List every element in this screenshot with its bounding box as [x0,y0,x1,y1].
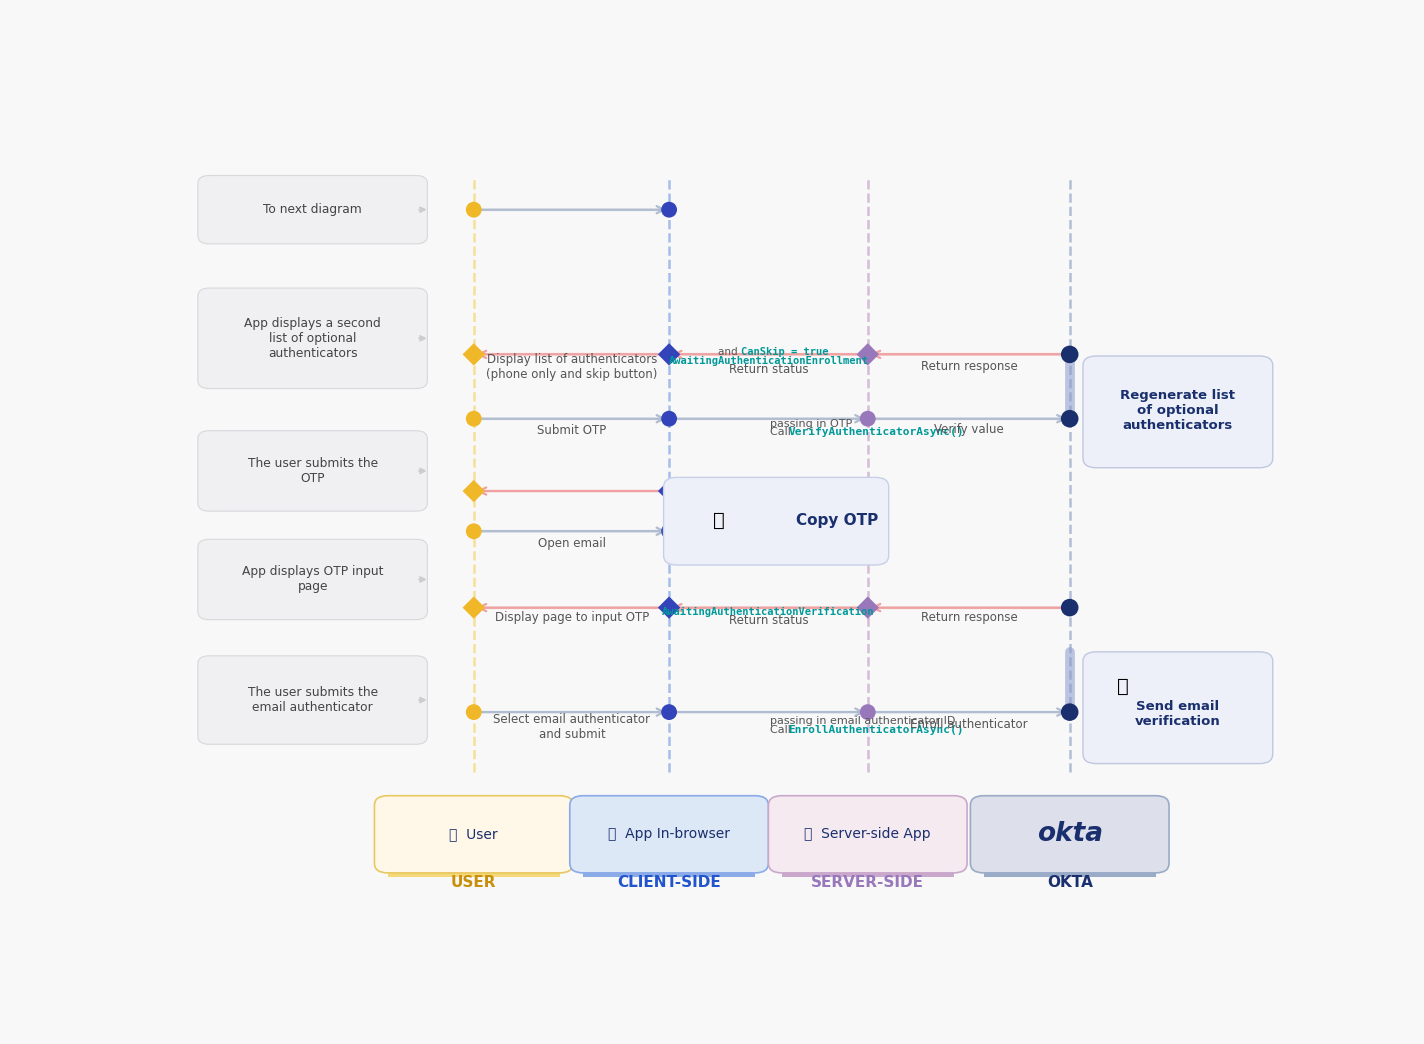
Point [658,836,681,853]
Text: Call: Call [769,725,795,735]
Text: CanSkip = true: CanSkip = true [740,347,829,357]
Point [463,438,486,455]
Point [856,334,879,351]
FancyBboxPatch shape [582,868,755,877]
Point [658,334,681,351]
Text: Verify value: Verify value [934,423,1004,435]
Point [463,334,486,351]
Point [463,692,486,709]
Point [1058,334,1081,351]
Text: Return response: Return response [921,611,1018,623]
FancyBboxPatch shape [570,796,769,873]
FancyBboxPatch shape [984,868,1156,877]
Text: Submit OTP: Submit OTP [537,424,607,437]
Text: VerifyAuthenticatorAsync(): VerifyAuthenticatorAsync() [789,427,964,437]
FancyBboxPatch shape [387,868,560,877]
Text: App displays a second
list of optional
authenticators: App displays a second list of optional a… [245,316,382,360]
FancyBboxPatch shape [1084,651,1273,763]
Text: Open email: Open email [538,537,607,550]
Text: EnrollAuthenticatorAsync(): EnrollAuthenticatorAsync() [789,725,964,735]
Point [1058,692,1081,709]
Point [463,555,486,572]
Text: 🖥  Server-side App: 🖥 Server-side App [805,827,931,841]
Text: passing in OTP: passing in OTP [769,419,852,428]
Text: Display list of authenticators
(phone only and skip button): Display list of authenticators (phone on… [487,353,658,381]
Text: Regenerate list
of optional
authenticators: Regenerate list of optional authenticato… [1121,389,1236,432]
Text: App displays OTP input
page: App displays OTP input page [242,566,383,593]
Text: The user submits the
OTP: The user submits the OTP [248,457,377,485]
Point [1058,627,1081,644]
Point [856,692,879,709]
Text: 👤  User: 👤 User [450,827,498,841]
Text: Enroll authenticator: Enroll authenticator [910,717,1028,731]
Text: The user submits the
email authenticator: The user submits the email authenticator [248,686,377,714]
Point [463,627,486,644]
Text: and: and [718,347,740,357]
Text: CLIENT-SIDE: CLIENT-SIDE [617,875,721,891]
Text: Send email
verification: Send email verification [1135,699,1220,728]
FancyBboxPatch shape [664,477,889,565]
FancyBboxPatch shape [198,288,427,388]
Text: Call: Call [769,427,795,437]
FancyBboxPatch shape [198,175,427,244]
Point [658,438,681,455]
FancyBboxPatch shape [1084,356,1273,468]
Text: USER: USER [451,875,497,891]
Text: 📧: 📧 [1116,677,1129,696]
Point [856,438,879,455]
FancyBboxPatch shape [769,796,967,873]
Text: AwaitingAuthenticationEnrollment: AwaitingAuthenticationEnrollment [668,356,869,365]
Point [463,836,486,853]
Text: Return status: Return status [729,363,809,376]
Text: 📋: 📋 [713,512,725,530]
Point [1058,438,1081,455]
FancyBboxPatch shape [970,796,1169,873]
Point [658,627,681,644]
FancyBboxPatch shape [198,656,427,744]
Point [463,515,486,531]
FancyBboxPatch shape [782,868,954,877]
Text: Return status: Return status [729,614,809,627]
Text: okta: okta [1037,822,1102,848]
Point [658,692,681,709]
Text: AwaitingAuthenticationVerification: AwaitingAuthenticationVerification [662,607,874,617]
Text: Select email authenticator
and submit: Select email authenticator and submit [494,713,651,740]
FancyBboxPatch shape [198,540,427,620]
Text: To next diagram: To next diagram [263,204,362,216]
Text: Return response: Return response [921,360,1018,373]
Point [658,515,681,531]
FancyBboxPatch shape [198,431,427,512]
Text: passing in email authenticator ID: passing in email authenticator ID [769,716,956,726]
Text: Display page to input OTP: Display page to input OTP [496,611,649,623]
Text: SERVER-SIDE: SERVER-SIDE [812,875,924,891]
Text: OKTA: OKTA [1047,875,1092,891]
Text: Copy OTP: Copy OTP [796,514,879,528]
Point [856,627,879,644]
Text: 🌐  App In-browser: 🌐 App In-browser [608,827,731,841]
Point [658,555,681,572]
FancyBboxPatch shape [375,796,572,873]
